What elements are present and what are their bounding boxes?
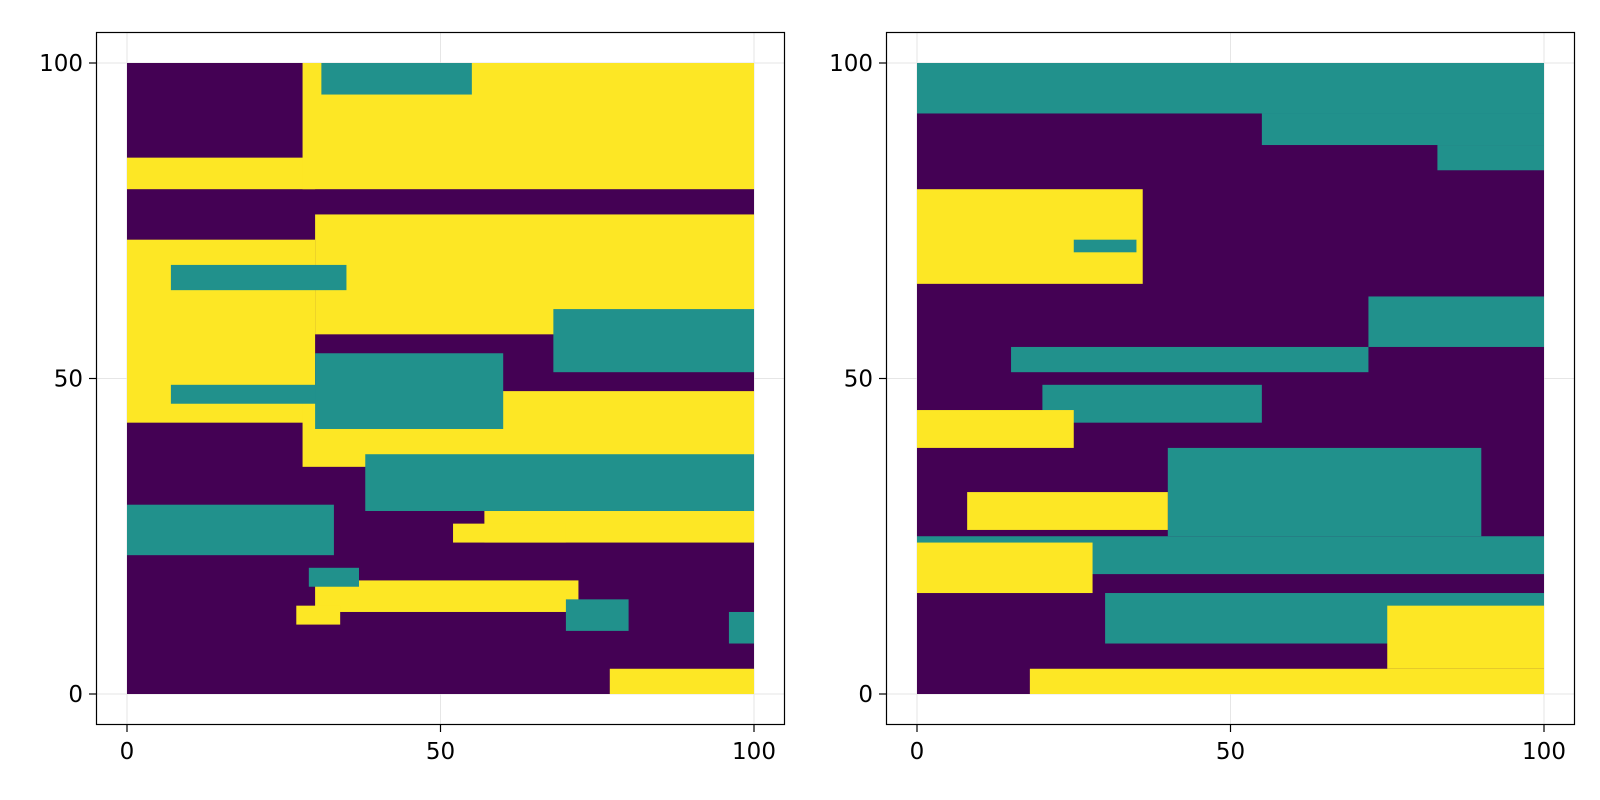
x-tick-label: 0: [910, 739, 925, 765]
x-tick-label: 50: [1216, 739, 1245, 765]
heatmap-region-11: [917, 542, 1093, 594]
x-tick-label: 100: [732, 739, 776, 765]
heatmap-region-18: [453, 523, 566, 543]
heatmap-region-8: [321, 63, 472, 95]
heatmap-region-8: [917, 410, 1074, 448]
heatmap-region-7: [609, 668, 754, 694]
heatmap-region-6: [1011, 346, 1369, 373]
heatmap-region-9: [170, 264, 347, 291]
y-tick-label: 50: [54, 367, 83, 393]
heatmap-region-15: [1029, 668, 1544, 694]
heatmap-panel-left: 0 50 100 0 50 100: [39, 31, 786, 765]
heatmap-region-14: [1387, 605, 1544, 669]
heatmap-region-12: [967, 492, 1168, 530]
heatmap-region-14: [127, 504, 334, 556]
heatmap-region-13: [365, 454, 754, 512]
heatmap-region-3: [917, 189, 1143, 284]
axes-frame: [885, 31, 1576, 726]
heatmap-region-19: [296, 605, 341, 625]
heatmap-region-4: [1073, 239, 1137, 253]
heatmap-region-16: [565, 599, 629, 631]
axes-frame: [95, 31, 786, 726]
heatmap-region-5: [1368, 296, 1544, 347]
heatmap-region-12: [553, 309, 754, 373]
heatmap-region-0: [127, 157, 316, 190]
heatmap-region-10: [1167, 447, 1482, 537]
heatmap-region-15: [308, 567, 359, 587]
heatmap-region-2: [1437, 145, 1544, 171]
y-tick-label: 100: [829, 51, 873, 77]
y-tick-label: 100: [39, 51, 83, 77]
heatmap-region-0: [917, 63, 1544, 114]
heatmap-region-10: [170, 384, 347, 404]
heatmap-region-11: [315, 353, 504, 429]
heatmap-region-1: [1261, 113, 1544, 146]
x-tick-label: 0: [120, 739, 135, 765]
y-tick-label: 0: [68, 682, 83, 708]
heatmap-region-17: [728, 611, 754, 644]
x-tick-label: 100: [1522, 739, 1566, 765]
heatmap-panel-right: 0 50 100 0 50 100: [829, 31, 1576, 765]
x-tick-label: 50: [426, 739, 455, 765]
y-tick-label: 0: [858, 682, 873, 708]
y-tick-label: 50: [844, 367, 873, 393]
heatmap-region-7: [1042, 384, 1262, 423]
